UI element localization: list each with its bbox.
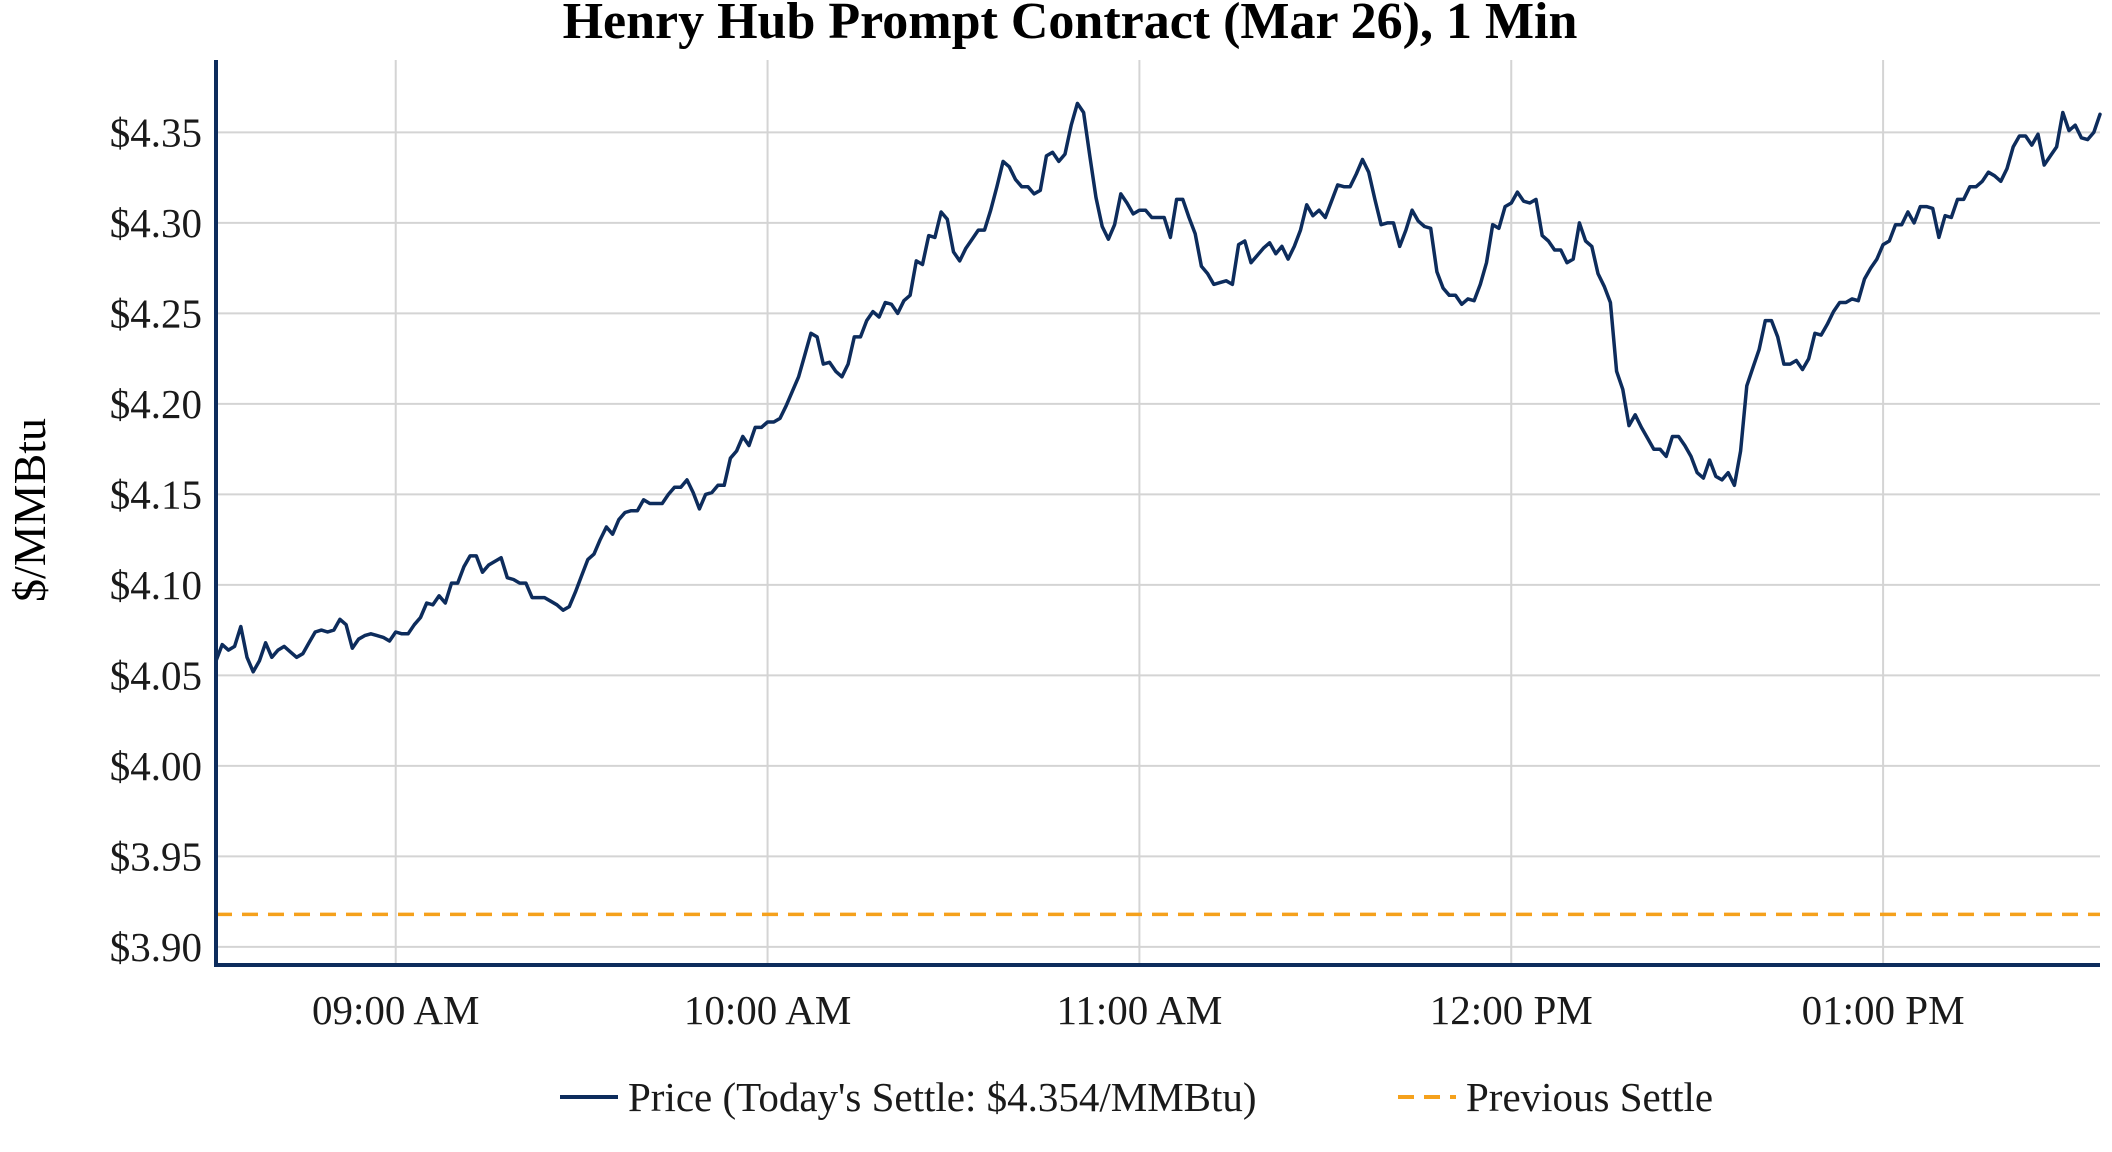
y-tick-label: $4.10 [110, 562, 202, 608]
y-tick-label: $4.00 [110, 743, 202, 789]
x-tick-labels: 09:00 AM 10:00 AM 11:00 AM 12:00 PM 01:00 PM [312, 987, 1965, 1033]
x-tick-label: 10:00 AM [684, 987, 851, 1033]
y-tick-label: $4.20 [110, 381, 202, 427]
legend: Price (Today's Settle: $4.354/MMBtu) Pre… [560, 1074, 1713, 1120]
x-tick-label: 12:00 PM [1430, 987, 1593, 1033]
legend-previous-settle-label: Previous Settle [1466, 1074, 1713, 1120]
grid [216, 60, 2100, 965]
y-tick-label: $3.95 [110, 833, 202, 879]
y-axis-label: $/MMBtu [4, 418, 55, 602]
x-tick-label: 11:00 AM [1056, 987, 1222, 1033]
y-tick-label: $4.35 [110, 109, 202, 155]
chart-title: Henry Hub Prompt Contract (Mar 26), 1 Mi… [563, 0, 1578, 50]
y-tick-label: $4.30 [110, 200, 202, 246]
y-tick-label: $3.90 [110, 924, 202, 970]
legend-item-previous-settle: Previous Settle [1398, 1074, 1713, 1120]
x-tick-label: 01:00 PM [1802, 987, 1965, 1033]
y-tick-label: $4.15 [110, 471, 202, 517]
series-layer [214, 101, 2102, 917]
x-tick-label: 09:00 AM [312, 987, 479, 1033]
legend-price-label: Price (Today's Settle: $4.354/MMBtu) [628, 1074, 1257, 1120]
y-tick-labels: $3.90 $3.95 $4.00 $4.05 $4.10 $4.15 $4.20 $4.25… [110, 109, 202, 970]
axes [214, 60, 2100, 967]
y-tick-label: $4.25 [110, 290, 202, 336]
legend-item-price: Price (Today's Settle: $4.354/MMBtu) [560, 1074, 1257, 1120]
price-line [214, 101, 2102, 674]
y-tick-label: $4.05 [110, 652, 202, 698]
